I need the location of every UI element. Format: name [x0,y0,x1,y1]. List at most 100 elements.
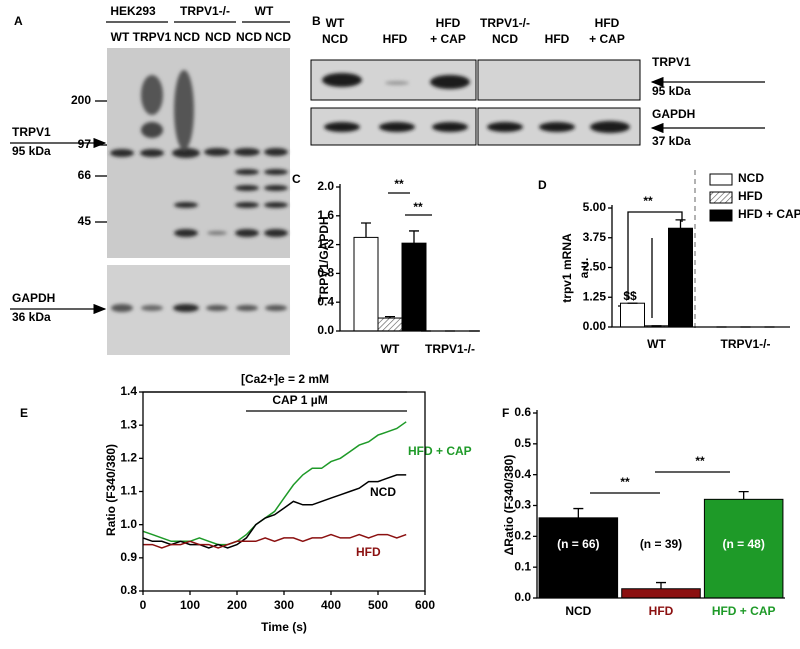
y-tick-label: 0.9 [120,550,137,564]
bar [353,236,379,332]
x-tick-label: NCD [565,604,591,618]
x-tick-label: TRPV1-/- [720,337,770,351]
lane-label: TRPV1 [133,30,172,44]
legend-swatch [709,191,733,204]
y-tick-label: 1.6 [317,208,334,222]
y-tick-label: 2.50 [583,260,607,274]
annotation: [Ca2+]e = 2 mM [241,372,329,386]
band-name: TRPV1 [652,55,691,69]
x-tick-label: 300 [274,598,294,612]
bar [401,242,427,332]
x-tick-label: HFD + CAP [712,604,776,618]
x-tick-label: 500 [368,598,388,612]
annotation: CAP 1 µM [272,393,327,407]
x-tick-label: 600 [415,598,435,612]
y-tick-label: 1.2 [317,237,334,251]
bar-label: (n = 48) [722,537,764,551]
lane-label: TRPV1-/- [480,16,530,30]
y-tick-label: 0.2 [514,529,531,543]
series-label: HFD [356,545,381,559]
y-axis-label: Ratio (F340/380) [104,444,118,536]
y-tick-label: 0.3 [514,498,531,512]
lane-label: HFD [383,32,408,46]
group-label: HEK293 [110,4,156,18]
bar-label: (n = 66) [557,537,599,551]
lane-label: + CAP [430,32,466,46]
x-tick-label: 0 [140,598,147,612]
lane-label: NCD [174,30,200,44]
y-tick-label: 0.5 [514,436,531,450]
legend-swatch [709,173,733,186]
blot-a [10,21,290,355]
y-tick-label: 1.4 [120,384,137,398]
bar [538,517,619,599]
lane-label: NCD [322,32,348,46]
y-axis-label: a.u. [577,258,591,279]
panel-label: E [20,406,28,420]
axis [536,410,785,599]
series-label: HFD + CAP [408,444,472,458]
lane-label: + CAP [589,32,625,46]
y-tick-label: 1.0 [120,517,137,531]
lane-label: HFD [595,16,620,30]
line-series [142,474,407,549]
panel-label: D [538,178,547,192]
x-tick-label: WT [381,342,400,356]
annotation: ** [643,194,653,208]
line-series [142,421,407,546]
band-name: GAPDH [652,107,695,121]
panel-label: F [502,406,509,420]
band-size: 95 kDa [652,84,691,98]
lane-label: WT [111,30,130,44]
line-series [143,533,407,549]
blot-b [310,59,765,146]
panel-label: B [312,14,321,28]
lane-label: WT [326,16,345,30]
y-tick-label: 0.00 [583,319,607,333]
lane-label: HFD [436,16,461,30]
annotation: ** [413,200,423,214]
marker-label: 200 [71,93,91,107]
legend-swatch [709,209,733,222]
y-tick-label: 0.6 [514,405,531,419]
x-tick-label: 200 [227,598,247,612]
bar [377,317,403,332]
y-axis-label: trpv1 mRNA [560,233,574,303]
lane-label: NCD [236,30,262,44]
y-tick-label: 0.1 [514,559,531,573]
marker-label: 66 [78,168,92,182]
panel-label: C [292,172,301,186]
y-tick-label: 1.2 [120,451,137,465]
x-tick-label: 400 [321,598,341,612]
annotation: $$ [623,289,637,303]
error-bar [573,507,584,518]
error-bar [738,490,749,500]
bar [621,588,701,599]
error-bar [361,222,371,238]
band-size: 95 kDa [12,144,51,158]
lane-label: HFD [545,32,570,46]
band-size: 36 kDa [12,310,51,324]
lane-label: NCD [265,30,291,44]
x-axis-label: Time (s) [261,620,307,634]
band-name: GAPDH [12,291,55,305]
group-label: WT [255,4,274,18]
y-tick-label: 0.0 [514,590,531,604]
group-label: TRPV1-/- [180,4,230,18]
y-axis-label: TRPV1/GAPDH [317,216,331,301]
error-bar [675,219,686,229]
y-tick-label: 0.4 [317,294,334,308]
panel-label: A [14,14,23,28]
y-tick-label: 2.0 [317,179,334,193]
y-tick-label: 0.8 [317,266,334,280]
y-tick-label: 1.1 [120,484,137,498]
error-bar [656,581,666,589]
y-tick-label: 1.3 [120,417,137,431]
annotation: ** [695,454,705,468]
x-tick-label: HFD [649,604,674,618]
y-tick-label: 3.75 [583,230,607,244]
y-tick-label: 0.0 [317,323,334,337]
x-tick-label: TRPV1-/- [425,342,475,356]
bar [620,302,645,328]
